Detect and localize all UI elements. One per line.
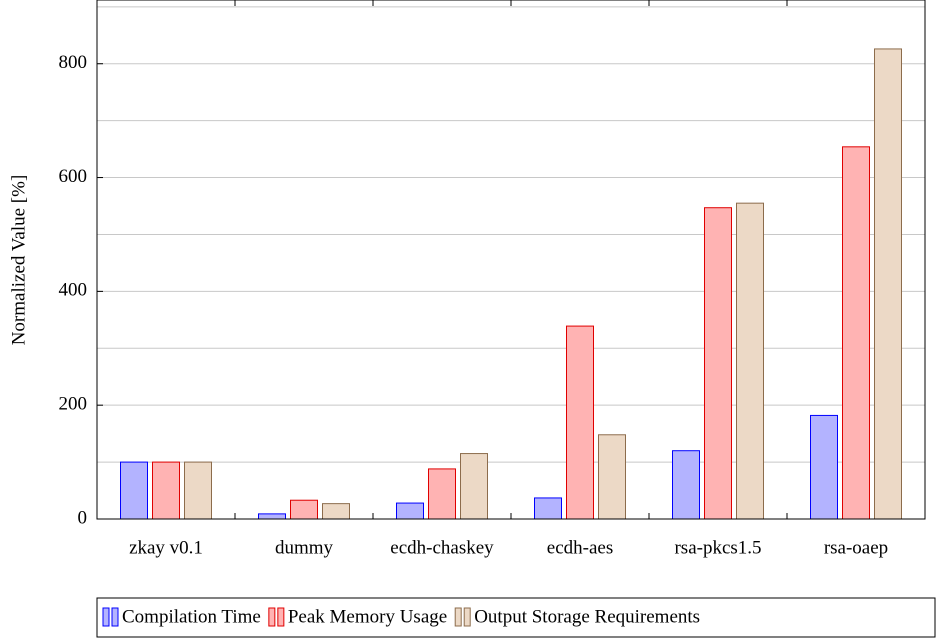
legend-label: Peak Memory Usage <box>288 606 447 627</box>
bar <box>396 502 424 520</box>
bar <box>874 48 902 520</box>
legend-label: Output Storage Requirements <box>474 606 700 627</box>
bar <box>736 202 764 520</box>
y-axis-label: Normalized Value [%] <box>8 175 29 346</box>
legend-label: Compilation Time <box>122 606 261 627</box>
bar <box>120 461 148 520</box>
legend-swatch <box>454 607 462 627</box>
x-tick-label: rsa-pkcs1.5 <box>674 537 761 558</box>
plot-frame <box>96 0 926 520</box>
y-tick-label: 200 <box>59 394 88 415</box>
y-tick-label: 600 <box>59 166 88 187</box>
bar <box>810 414 838 520</box>
x-tick-label: dummy <box>275 537 334 558</box>
legend-box <box>96 597 936 638</box>
bar <box>672 450 700 520</box>
y-tick-label: 400 <box>59 280 88 301</box>
bar <box>460 453 488 520</box>
legend-swatch <box>268 607 276 627</box>
legend-swatch <box>463 607 471 627</box>
bar <box>598 434 626 520</box>
bar <box>184 461 212 520</box>
bar <box>842 146 870 520</box>
y-tick-label: 0 <box>78 507 88 528</box>
bar <box>534 497 562 520</box>
bar <box>322 503 350 520</box>
bar <box>258 513 286 520</box>
legend-swatch <box>111 607 119 627</box>
bar <box>428 468 456 520</box>
legend-swatch <box>102 607 110 627</box>
bar <box>152 461 180 520</box>
x-tick-label: zkay v0.1 <box>129 537 203 558</box>
bar <box>290 499 318 520</box>
bar <box>704 207 732 520</box>
x-tick-label: ecdh-aes <box>547 537 613 558</box>
y-tick-label: 800 <box>59 52 88 73</box>
x-tick-label: rsa-oaep <box>824 537 888 558</box>
x-tick-label: ecdh-chaskey <box>390 537 494 558</box>
bar <box>566 325 594 520</box>
legend-swatch <box>277 607 285 627</box>
